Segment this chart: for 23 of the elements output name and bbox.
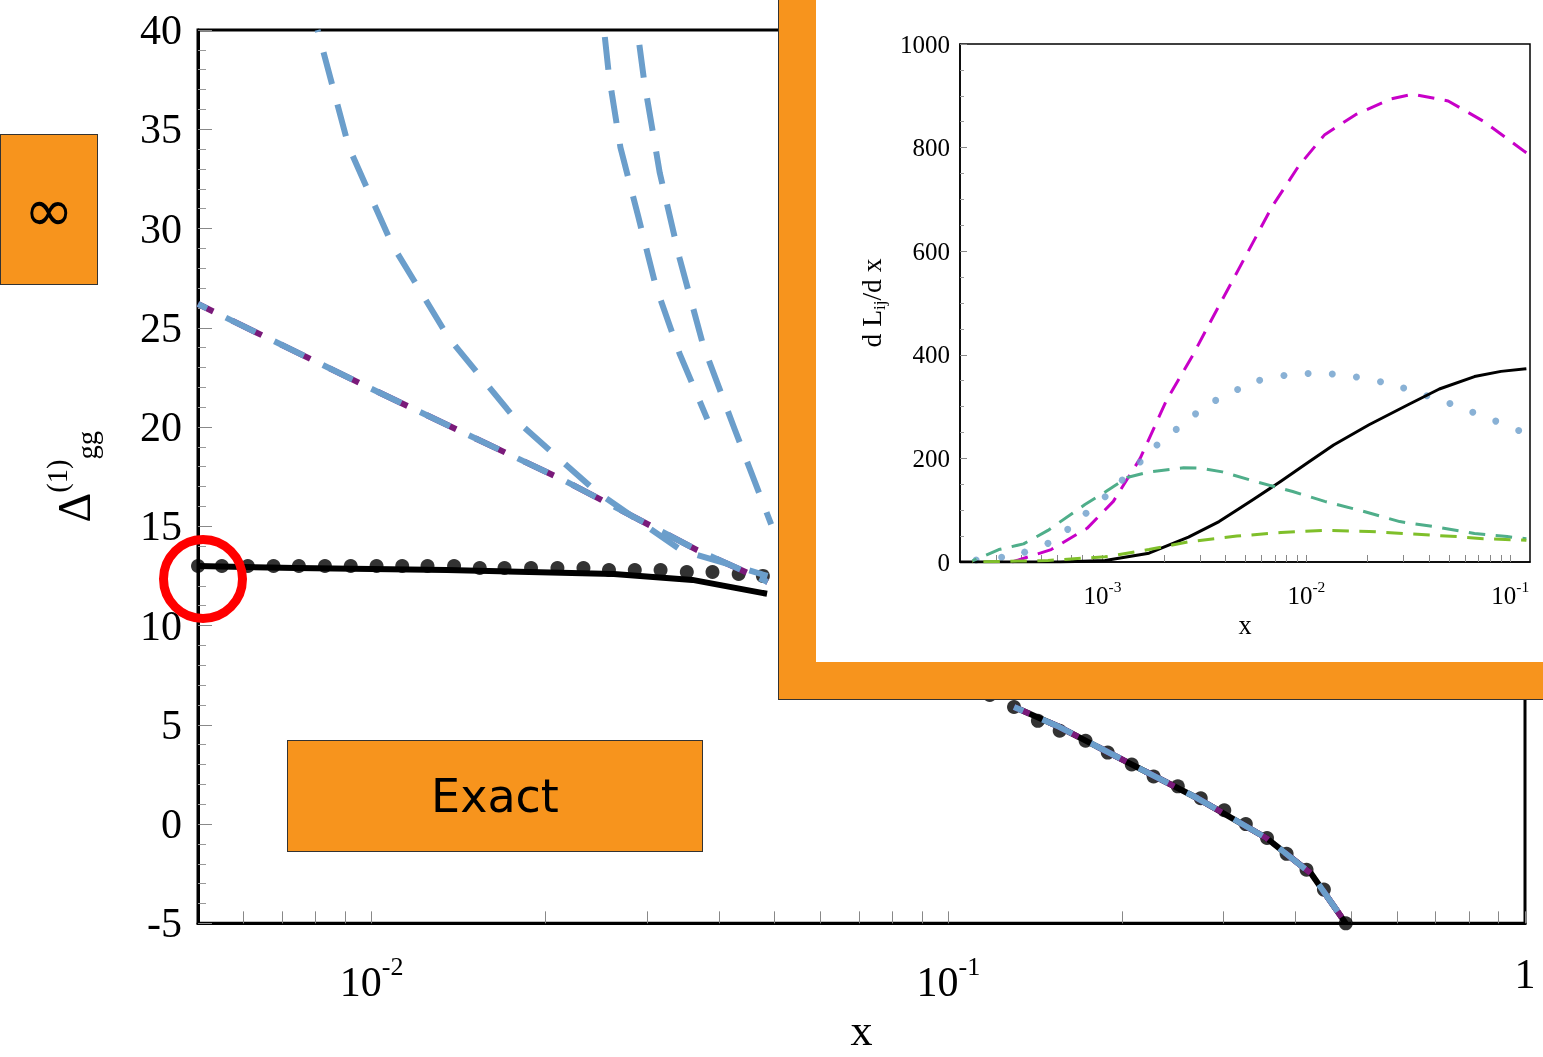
y-tick-label: 200 (912, 444, 950, 472)
y-tick-label: 600 (912, 237, 950, 265)
y-axis-title: d Lij/d x (856, 258, 889, 348)
y-tick-label: 15 (140, 503, 182, 550)
y-tick-label: 1000 (900, 30, 950, 58)
y-tick-label: 0 (937, 548, 950, 576)
y-tick-label: 5 (161, 701, 182, 748)
y-tick-label: 40 (140, 7, 182, 53)
y-tick-label: 800 (912, 134, 950, 162)
y-tick-label: 30 (140, 205, 182, 252)
text-box: Exact (287, 740, 703, 852)
text-box: ∞ (0, 134, 98, 285)
y-axis-title: Δ(1)gg (40, 430, 103, 523)
y-tick-label: 0 (161, 801, 182, 848)
y-tick-label: 25 (140, 304, 182, 351)
y-tick-label: 10 (140, 602, 182, 649)
y-tick-label: 400 (912, 341, 950, 369)
y-tick-label: 35 (140, 106, 182, 153)
y-tick-label: -5 (147, 900, 182, 947)
x-tick-label: 1 (1514, 951, 1536, 998)
x-axis-title: x (850, 1005, 873, 1055)
y-tick-label: 20 (140, 404, 182, 451)
x-axis-title: x (1238, 611, 1252, 641)
